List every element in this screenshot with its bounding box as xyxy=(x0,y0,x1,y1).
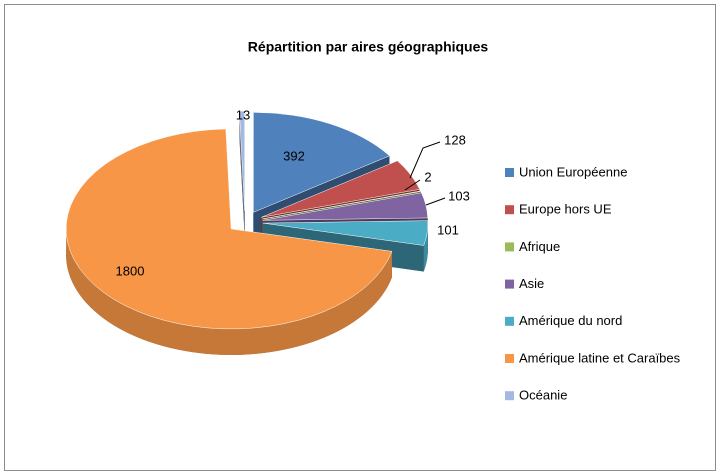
pie-tops xyxy=(65,110,429,330)
data-label: 101 xyxy=(437,222,459,237)
slice-wall xyxy=(66,228,392,355)
legend-label: Amérique latine et Caraïbes xyxy=(519,350,681,365)
slice xyxy=(262,220,429,246)
leader-line xyxy=(425,197,446,206)
data-label: 128 xyxy=(444,132,466,147)
leader-line xyxy=(404,179,421,191)
data-label: 13 xyxy=(236,107,250,122)
leader-line xyxy=(409,141,441,179)
slice-side xyxy=(239,111,245,238)
slice xyxy=(65,128,393,330)
slice xyxy=(261,160,421,218)
slice xyxy=(262,192,429,221)
legend-label: Amérique du nord xyxy=(519,313,622,328)
slice xyxy=(253,112,390,213)
legend-swatch xyxy=(505,168,514,177)
slice xyxy=(239,110,245,212)
data-label: 2 xyxy=(424,169,431,184)
legend-label: Asie xyxy=(519,276,544,291)
legend-swatch xyxy=(505,279,514,289)
legend-label: Océanie xyxy=(519,388,567,403)
chart-title: Répartition par aires géographiques xyxy=(248,39,489,55)
data-label: 1800 xyxy=(116,263,145,278)
legend-label: Union Européenne xyxy=(519,164,627,179)
data-label: 392 xyxy=(283,148,305,163)
legend-swatch xyxy=(505,242,514,252)
legend-label: Afrique xyxy=(519,239,560,254)
slice xyxy=(262,190,422,220)
legend-swatch xyxy=(505,391,514,401)
legend-swatch xyxy=(505,316,514,326)
legend-swatch xyxy=(505,354,514,363)
legend-swatch xyxy=(505,205,514,215)
legend-label: Europe hors UE xyxy=(519,202,612,217)
data-label: 103 xyxy=(448,188,470,203)
